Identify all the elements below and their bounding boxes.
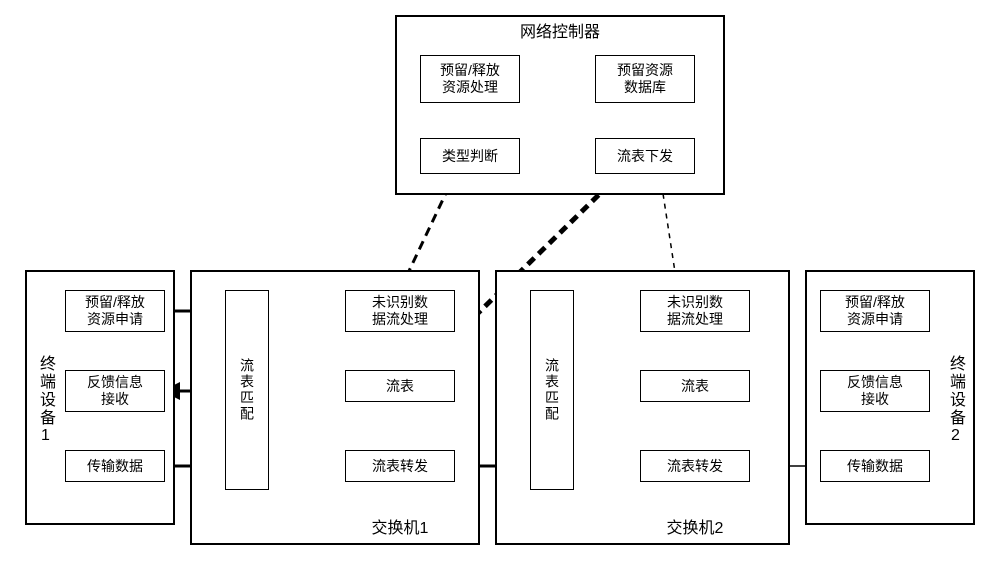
node-t1-feedback: 反馈信息 接收 — [65, 370, 165, 412]
node-t2-feedback: 反馈信息 接收 — [820, 370, 930, 412]
title-switch1: 交换机1 — [350, 518, 450, 540]
node-s2-fwd: 流表转发 — [640, 450, 750, 482]
node-s2-table: 流表 — [640, 370, 750, 402]
diagram-canvas: 网络控制器 终端设备1 交换机1 交换机2 终端设备2 预留/释放 资源处理 预… — [0, 0, 1000, 580]
title-terminal1: 终端设备1 — [33, 300, 57, 500]
title-controller: 网络控制器 — [500, 22, 620, 44]
node-t1-data: 传输数据 — [65, 450, 165, 482]
title-switch2: 交换机2 — [645, 518, 745, 540]
node-s1-fwd: 流表转发 — [345, 450, 455, 482]
node-t1-apply: 预留/释放 资源申请 — [65, 290, 165, 332]
node-ctrl-db: 预留资源 数据库 — [595, 55, 695, 103]
node-s2-unrec: 未识别数 据流处理 — [640, 290, 750, 332]
node-t2-apply: 预留/释放 资源申请 — [820, 290, 930, 332]
node-s1-table: 流表 — [345, 370, 455, 402]
title-terminal2: 终端设备2 — [943, 300, 967, 500]
label-s2-match: 流表匹配 — [542, 310, 562, 470]
node-t2-data: 传输数据 — [820, 450, 930, 482]
node-ctrl-type: 类型判断 — [420, 138, 520, 174]
node-ctrl-reserve: 预留/释放 资源处理 — [420, 55, 520, 103]
label-s1-match: 流表匹配 — [237, 310, 257, 470]
node-ctrl-flow: 流表下发 — [595, 138, 695, 174]
node-s1-unrec: 未识别数 据流处理 — [345, 290, 455, 332]
